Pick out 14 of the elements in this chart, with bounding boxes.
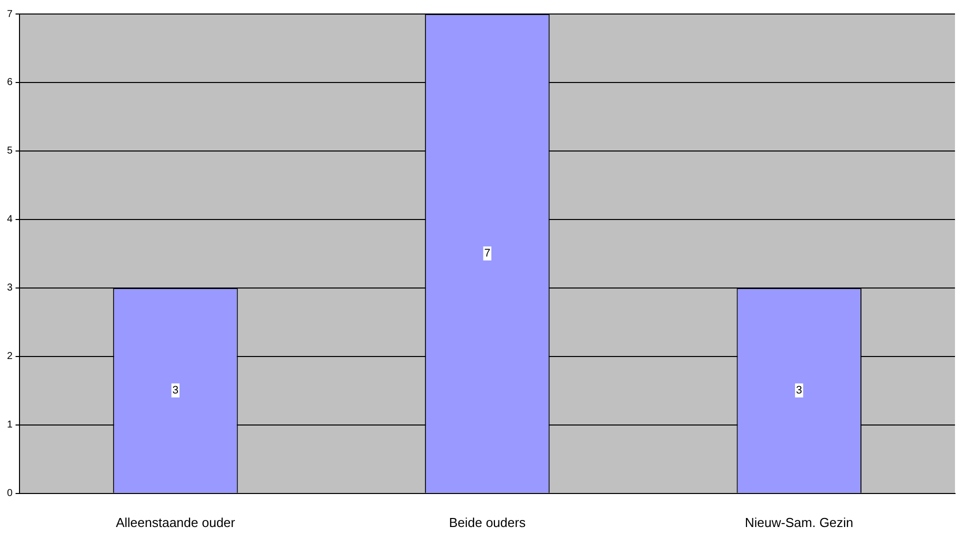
y-tick-label: 5 xyxy=(7,146,13,157)
x-tick-label: Nieuw-Sam. Gezin xyxy=(744,514,854,530)
data-label: 3 xyxy=(796,384,802,396)
y-tick-label: 3 xyxy=(7,282,13,294)
y-tick-label: 2 xyxy=(7,351,13,362)
x-tick-label: Alleenstaande ouder xyxy=(116,514,236,530)
y-tick-label: 1 xyxy=(7,420,13,431)
data-label: 3 xyxy=(172,384,179,396)
y-tick-label: 7 xyxy=(7,8,13,20)
x-tick-label: Beide ouders xyxy=(448,514,526,530)
y-tick-label: 6 xyxy=(7,77,13,88)
y-tick-label: 0 xyxy=(7,488,13,500)
y-tick-label: 4 xyxy=(7,214,13,226)
data-label: 7 xyxy=(484,247,490,260)
